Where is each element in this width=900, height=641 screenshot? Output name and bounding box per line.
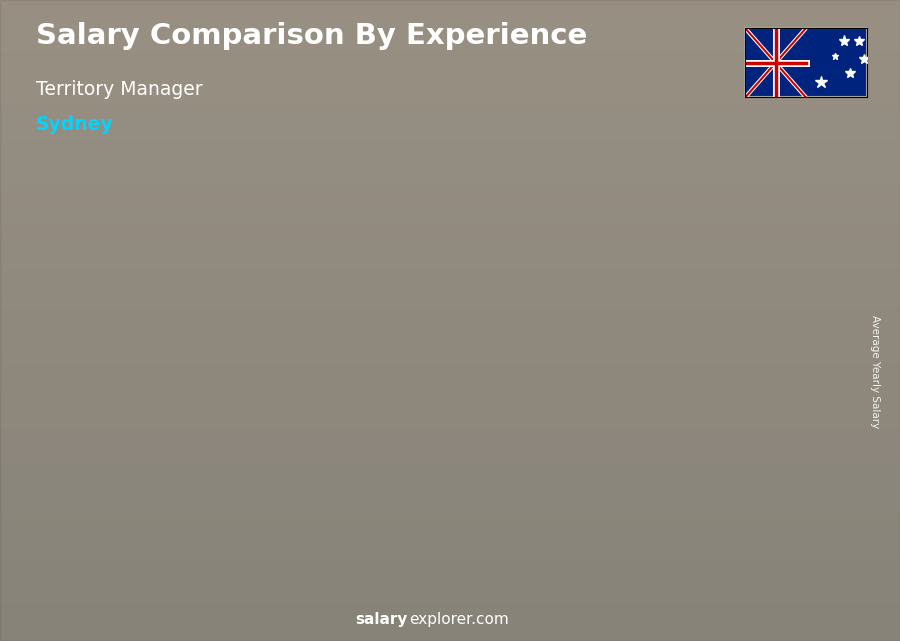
- Bar: [351, 381, 400, 577]
- Bar: [88, 478, 137, 480]
- Bar: [482, 339, 531, 344]
- Bar: [351, 381, 360, 577]
- Text: 233,000 AUD: 233,000 AUD: [759, 307, 842, 320]
- Text: 109,000 AUD: 109,000 AUD: [207, 456, 290, 470]
- Bar: [88, 478, 137, 577]
- Text: explorer.com: explorer.com: [410, 612, 509, 627]
- Text: 215,000 AUD: 215,000 AUD: [606, 329, 688, 342]
- Bar: [128, 478, 137, 577]
- Text: +9%: +9%: [548, 262, 598, 281]
- Bar: [614, 317, 662, 323]
- Bar: [351, 381, 400, 386]
- Bar: [745, 296, 754, 577]
- Bar: [745, 296, 794, 302]
- Text: +8%: +8%: [679, 240, 729, 259]
- Text: Average Yearly Salary: Average Yearly Salary: [869, 315, 880, 428]
- Text: 197,000 AUD: 197,000 AUD: [474, 351, 557, 363]
- Bar: [88, 478, 96, 577]
- Bar: [786, 296, 794, 577]
- Bar: [614, 317, 662, 577]
- Bar: [654, 317, 662, 577]
- Text: 81,900 AUD: 81,900 AUD: [73, 489, 148, 503]
- Bar: [745, 296, 794, 577]
- Bar: [220, 445, 268, 577]
- Text: 162,000 AUD: 162,000 AUD: [342, 393, 426, 406]
- Bar: [522, 339, 531, 577]
- Bar: [220, 445, 268, 448]
- Bar: [259, 445, 268, 577]
- Bar: [482, 339, 491, 577]
- Bar: [220, 445, 228, 577]
- Bar: [614, 317, 623, 577]
- Text: Territory Manager: Territory Manager: [36, 80, 202, 99]
- Text: +48%: +48%: [278, 326, 341, 345]
- Text: Sydney: Sydney: [36, 115, 113, 135]
- Bar: [391, 381, 400, 577]
- Text: +22%: +22%: [410, 283, 472, 303]
- Text: +34%: +34%: [147, 390, 210, 409]
- Bar: [482, 339, 531, 577]
- Text: salary: salary: [356, 612, 408, 627]
- Text: Salary Comparison By Experience: Salary Comparison By Experience: [36, 22, 587, 51]
